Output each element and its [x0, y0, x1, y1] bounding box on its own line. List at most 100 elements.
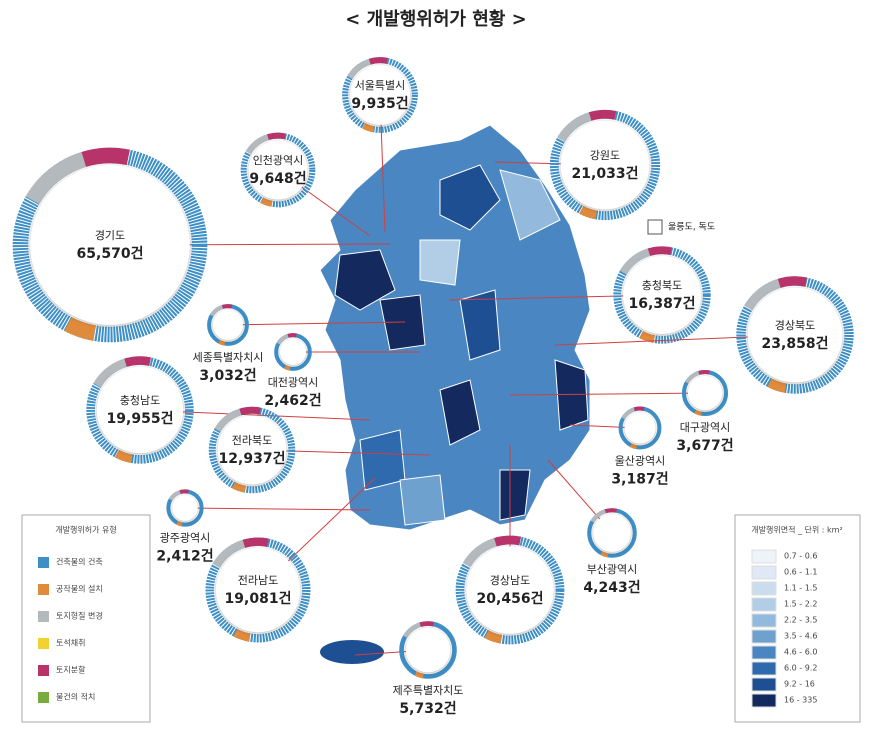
legend-label: 2.2 - 3.5: [784, 616, 817, 625]
legend-swatch: [38, 584, 49, 595]
legend-label: 3.5 - 4.6: [784, 632, 817, 641]
ring-accent: [618, 406, 662, 450]
ring-accent: [613, 246, 711, 344]
region-count: 9,935건: [351, 95, 408, 112]
ring-disc: [350, 65, 410, 125]
legend-swatch: [751, 677, 777, 692]
region-count: 21,033건: [572, 165, 639, 182]
region-ring: [554, 276, 854, 394]
region-name: 강원도: [590, 149, 620, 162]
region-count: 3,187건: [611, 470, 668, 487]
region-ring: [569, 406, 662, 450]
region-count: 2,412건: [156, 548, 213, 565]
island-note: 울릉도, 독도: [668, 222, 715, 233]
legend-label: 0.7 - 0.6: [784, 552, 817, 561]
ring-accent: [399, 621, 457, 679]
ring-disc: [280, 339, 306, 365]
region-name: 광주광역시: [160, 532, 211, 545]
ring-accent: [549, 109, 661, 221]
legend-swatch: [751, 693, 777, 708]
ring-accent: [166, 489, 204, 527]
ring-disc: [624, 412, 656, 444]
region-count: 9,648건: [249, 170, 306, 187]
region-count: 12,937건: [219, 450, 286, 467]
ring-accent: [455, 535, 565, 645]
ring-accent: [166, 489, 204, 527]
region-count: 65,570건: [77, 245, 144, 262]
legend-swatch: [38, 665, 49, 676]
ring-accent: [207, 304, 249, 346]
ring-accent: [86, 356, 194, 464]
area-legend: 개발행위면적 _ 단위 : km² 0.7 - 0.6 0.6 - 1.1 1.1 …: [734, 514, 861, 723]
region-ring: [342, 57, 418, 233]
ring-accent: [399, 621, 457, 679]
ring-base: [736, 276, 854, 394]
ring-disc: [30, 165, 190, 325]
region-name: 울산광역시: [615, 454, 666, 467]
ring-accent: [618, 406, 662, 450]
ring-accent: [240, 132, 316, 208]
region-count: 23,858건: [762, 335, 829, 352]
region-name: 세종특별자치시: [193, 351, 264, 364]
ring-accent: [613, 246, 711, 344]
legend-label: 물건의 적치: [56, 692, 95, 702]
region-name: 경상남도: [490, 574, 530, 587]
ring-accent: [455, 535, 565, 645]
ring-accent: [681, 369, 729, 417]
ring-accent: [240, 132, 316, 208]
ring-accent: [208, 406, 296, 494]
legend-swatch: [751, 613, 777, 628]
type-legend-title: 개발행위허가 유형: [55, 525, 116, 535]
legend-swatch: [751, 661, 777, 676]
ring-accent: [399, 621, 457, 679]
region-count: 19,955건: [107, 410, 174, 427]
leader-line: [509, 392, 706, 396]
ring-accent: [12, 147, 208, 343]
ring-accent: [681, 369, 729, 417]
region-name: 충청남도: [120, 394, 160, 407]
ring-accent: [587, 508, 637, 558]
ring-disc: [213, 310, 243, 340]
ring-disc: [687, 375, 723, 411]
ring-accent: [205, 537, 311, 643]
ring-accent: [166, 489, 204, 527]
region-name: 대전광역시: [268, 376, 319, 389]
ring-disc: [248, 140, 308, 200]
ring-accent: [736, 276, 854, 394]
leader-line: [227, 321, 406, 326]
ring-accent: [205, 537, 311, 643]
ring-accent: [274, 333, 312, 371]
ring-accent: [618, 406, 662, 450]
region-ring: [207, 304, 406, 346]
ring-accent: [208, 406, 296, 494]
ring-accent: [736, 276, 854, 394]
region-count: 2,462건: [264, 392, 321, 409]
region-name: 서울특별시: [355, 79, 406, 92]
region-ring: [274, 333, 420, 371]
region-count: 5,732건: [399, 700, 456, 717]
area-legend-title: 개발행위면적 _ 단위 : km²: [751, 525, 842, 535]
ring-accent: [86, 356, 194, 464]
legend-label: 토지분할: [56, 665, 86, 675]
ring-accent: [549, 109, 661, 221]
ring-disc: [215, 547, 301, 633]
leader-line: [184, 507, 371, 511]
ring-disc: [623, 256, 701, 334]
legend-swatch: [751, 629, 777, 644]
legend-swatch: [751, 645, 777, 660]
region-name: 경상북도: [775, 319, 815, 332]
region-ring: [12, 147, 391, 343]
region-count: 20,456건: [477, 590, 544, 607]
ring-disc: [405, 627, 451, 673]
legend-swatch: [751, 565, 777, 580]
ring-base: [205, 537, 311, 643]
ring-disc: [466, 546, 554, 634]
region-count: 3,032건: [199, 367, 256, 384]
region-ring: [509, 369, 729, 417]
ring-accent: [12, 147, 208, 343]
ring-accent: [207, 304, 249, 346]
region-count: 19,081건: [225, 590, 292, 607]
region-ring: [208, 406, 431, 494]
legend-label: 4.6 - 6.0: [784, 648, 817, 657]
ring-accent: [681, 369, 729, 417]
